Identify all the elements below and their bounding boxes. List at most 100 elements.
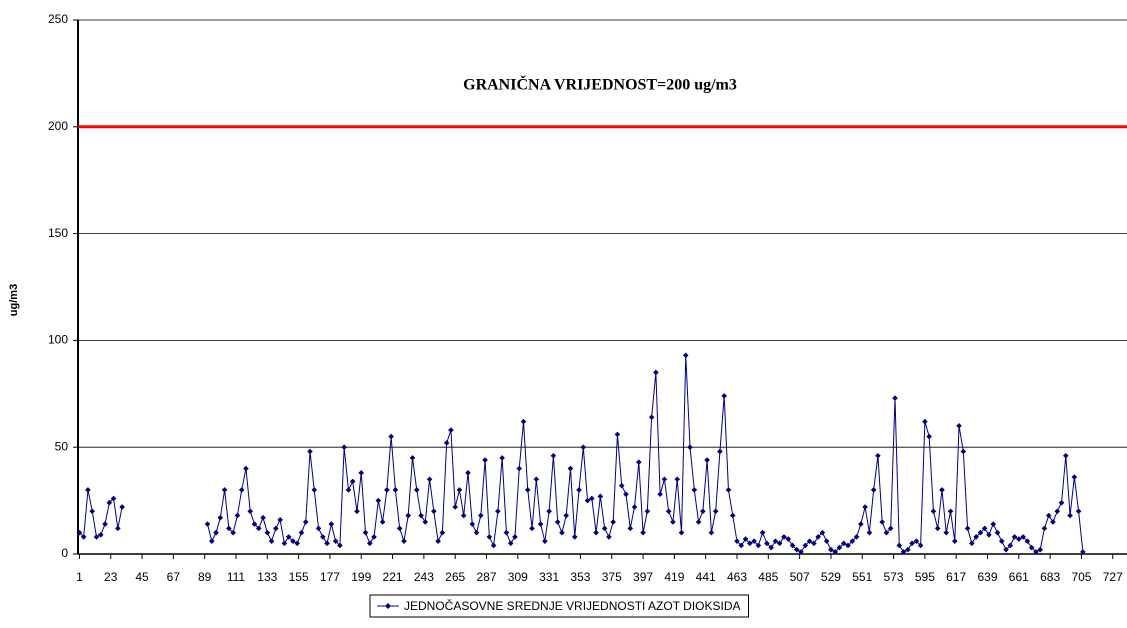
annotation: GRANIČNA VRIJEDNOST=200 ug/m3	[463, 75, 737, 94]
point-marker	[213, 529, 219, 536]
point-marker	[1054, 508, 1061, 515]
point-marker	[768, 544, 774, 551]
point-marker	[691, 487, 698, 493]
point-marker	[533, 476, 540, 483]
point-marker	[798, 549, 804, 555]
x-tick-label: 67	[167, 570, 181, 584]
point-marker	[1011, 534, 1018, 540]
point-marker	[964, 525, 971, 532]
point-marker	[883, 529, 890, 536]
point-marker	[734, 538, 740, 544]
point-marker	[243, 465, 249, 472]
series-line	[79, 489, 123, 539]
point-marker	[443, 440, 450, 446]
point-marker	[119, 504, 125, 510]
point-marker	[413, 487, 420, 493]
point-marker	[836, 544, 843, 551]
point-marker	[725, 487, 732, 493]
point-marker	[375, 497, 382, 504]
point-marker	[1016, 536, 1022, 542]
point-marker	[900, 549, 907, 555]
point-marker	[879, 519, 885, 525]
point-marker	[986, 531, 992, 538]
point-marker	[1058, 499, 1065, 506]
point-marker	[926, 433, 932, 440]
point-marker	[939, 487, 945, 493]
x-tick-label: 419	[664, 570, 684, 584]
point-marker	[969, 540, 975, 547]
x-tick-label: 727	[1103, 570, 1123, 584]
point-marker	[221, 487, 228, 493]
x-tick-label: 463	[727, 570, 747, 584]
point-marker	[490, 542, 497, 549]
y-axis-label: ug/m3	[8, 284, 20, 316]
point-marker	[290, 538, 296, 544]
x-tick-label: 177	[320, 570, 340, 584]
point-marker	[618, 482, 625, 489]
point-marker	[546, 508, 552, 515]
point-marker	[396, 525, 403, 532]
point-marker	[947, 508, 954, 515]
point-marker	[700, 508, 706, 515]
x-tick-label: 551	[852, 570, 872, 584]
point-marker	[85, 487, 91, 493]
point-marker	[665, 508, 672, 515]
point-marker	[1007, 542, 1014, 549]
point-marker	[465, 470, 471, 476]
point-marker	[627, 525, 634, 532]
point-marker	[388, 433, 394, 440]
point-marker	[934, 525, 941, 532]
point-marker	[302, 519, 309, 525]
point-marker	[1024, 538, 1031, 544]
x-tick-label: 661	[1009, 570, 1029, 584]
point-marker	[759, 529, 766, 536]
point-marker	[102, 521, 108, 527]
point-marker	[828, 546, 834, 553]
point-marker	[486, 534, 493, 540]
x-tick-label: 45	[135, 570, 149, 584]
point-marker	[678, 529, 685, 536]
point-marker	[328, 521, 335, 527]
x-tick-label: 1	[76, 570, 83, 584]
point-marker	[977, 529, 984, 536]
point-marker	[563, 512, 570, 519]
x-tick-label: 485	[758, 570, 778, 584]
point-marker	[345, 487, 352, 493]
y-tick-label: 100	[48, 333, 68, 347]
point-marker	[729, 512, 736, 519]
point-marker	[311, 487, 318, 493]
y-tick-label: 150	[48, 226, 68, 240]
point-marker	[418, 512, 424, 519]
point-marker	[606, 534, 612, 540]
point-marker	[687, 444, 693, 450]
point-marker	[1050, 519, 1056, 525]
point-marker	[896, 542, 903, 549]
point-marker	[849, 538, 856, 544]
point-marker	[610, 519, 616, 525]
point-marker	[781, 534, 787, 540]
point-marker	[384, 487, 390, 493]
point-marker	[298, 529, 305, 536]
point-marker	[234, 512, 241, 519]
x-tick-label: 221	[383, 570, 403, 584]
point-marker	[892, 395, 898, 401]
point-marker	[89, 508, 96, 515]
point-marker	[204, 521, 211, 527]
point-marker	[589, 495, 595, 502]
point-marker	[93, 534, 100, 540]
point-marker	[315, 525, 322, 532]
point-marker	[623, 491, 629, 497]
x-tick-label: 309	[508, 570, 528, 584]
point-marker	[593, 529, 599, 536]
point-marker	[482, 457, 488, 463]
point-marker	[97, 531, 104, 538]
point-marker	[922, 418, 928, 425]
point-marker	[401, 538, 407, 544]
point-marker	[811, 540, 817, 547]
point-marker	[576, 487, 582, 493]
point-marker	[358, 470, 365, 476]
point-marker	[1041, 525, 1048, 532]
point-marker	[712, 508, 719, 515]
point-marker	[1003, 546, 1009, 553]
point-marker	[704, 457, 710, 463]
